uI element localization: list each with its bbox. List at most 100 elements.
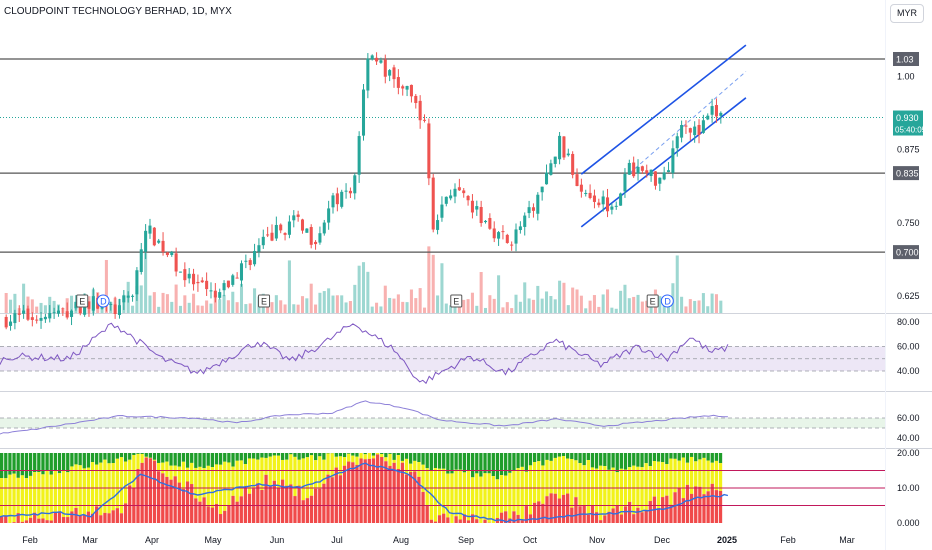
volume-bar (30, 299, 34, 313)
hist-bar-red (136, 469, 140, 523)
volume-bar (706, 306, 710, 313)
volume-bar (331, 295, 335, 313)
volume-bar (218, 299, 222, 313)
hist-bar-yellow (95, 464, 99, 507)
volume-bar (414, 298, 418, 313)
candle-body (161, 240, 165, 252)
candles (4, 52, 723, 331)
hist-bar-green (12, 453, 16, 474)
candle-body (314, 241, 318, 245)
hist-bar-green (169, 453, 173, 466)
candle-body (675, 136, 679, 149)
candle-body (122, 295, 126, 303)
candle-body (35, 319, 39, 321)
hist-bar-yellow (53, 470, 58, 513)
horizontal-levels[interactable]: 1.03 0.835 0.700 0.930 05:40:05 (0, 52, 927, 260)
volume-bar (601, 294, 605, 313)
hist-bar-green (86, 453, 91, 468)
hist-bar-yellow (144, 456, 148, 458)
hist-bar-yellow (437, 468, 442, 516)
volume-bar (4, 293, 8, 313)
hist-bar-yellow (392, 459, 396, 463)
hist-bar-yellow (70, 466, 74, 512)
volume-bar (514, 294, 518, 313)
hist-bar-yellow (491, 476, 495, 523)
hist-bar-red (574, 497, 578, 523)
hist-bar-green (272, 453, 276, 456)
hist-bar-yellow (309, 455, 314, 496)
candle-body (536, 194, 540, 214)
candle-body (375, 57, 379, 62)
hist-bar-yellow (545, 459, 549, 497)
volume-bar (575, 289, 579, 313)
volume-bar (165, 294, 169, 313)
volume-bar (52, 300, 56, 313)
hist-bar-yellow (706, 460, 710, 492)
last-price-tag (893, 110, 923, 136)
hist-bar-green (433, 453, 438, 469)
time-tick-label: Mar (839, 535, 855, 545)
volume-bar (300, 296, 305, 313)
hist-bar-green (371, 453, 376, 456)
hist-bar-green (462, 453, 467, 473)
candle-body (305, 228, 309, 233)
volume-bar (353, 284, 357, 313)
volume-bar (418, 288, 422, 313)
hist-bar-yellow (677, 460, 681, 488)
candle-body (588, 192, 592, 198)
hist-bar-yellow (603, 466, 607, 516)
volume-bar (144, 253, 148, 313)
candle-body (427, 123, 431, 179)
candle-body (505, 234, 509, 243)
trend-channel[interactable] (580, 44, 747, 228)
hist-bar-yellow (669, 458, 673, 505)
hist-bar-green (90, 453, 95, 463)
rsi-panel: 80.00 60.00 40.00 (0, 317, 920, 385)
candle-body (22, 310, 26, 314)
hist-bar-green (644, 453, 648, 464)
currency-badge[interactable]: MYR (890, 4, 924, 23)
time-tick-label: 2025 (717, 535, 737, 545)
hist-bar-yellow (524, 471, 528, 507)
hist-bar-green (301, 453, 305, 459)
histogram-panel: 20.00 10.00 0.000 (0, 448, 920, 528)
hist-bar-green (57, 453, 62, 474)
volume-bar (287, 260, 291, 313)
hist-bar-green (115, 453, 119, 459)
hist-bar-red (566, 493, 570, 523)
hist-bar-green (66, 453, 70, 473)
candle-body (174, 253, 178, 272)
candle-body (340, 191, 344, 207)
volume-bar (200, 305, 204, 313)
hist-bar-yellow (305, 457, 310, 499)
hist-bar-red (223, 510, 227, 523)
volume-bar (161, 292, 165, 313)
hist-bar-yellow (297, 459, 301, 486)
hist-bar-green (491, 453, 495, 477)
time-tick-label: Feb (780, 535, 796, 545)
hist-bar-green (409, 453, 413, 464)
hist-bar-green (305, 453, 310, 458)
hist-bar-yellow (566, 458, 570, 494)
volume-bar (675, 255, 679, 313)
hist-bar-green (45, 453, 49, 471)
hist-bar-red (128, 485, 132, 523)
hist-bar-red (210, 507, 215, 523)
volume-bar (562, 282, 566, 313)
hist-bar-yellow (165, 461, 169, 477)
volume-bar (444, 303, 448, 313)
candle-body (671, 148, 675, 173)
candle-body (348, 190, 352, 194)
hist-bar-red (599, 520, 603, 523)
hist-bar-yellow (37, 472, 41, 519)
candle-body (353, 175, 357, 194)
hist-bar-yellow (619, 468, 624, 515)
volume-bar (488, 295, 492, 313)
hist-bar-yellow (123, 461, 128, 504)
hist-bar-yellow (466, 470, 471, 521)
oscillator-line (0, 400, 728, 435)
hist-bar-green (37, 453, 41, 473)
hist-bar-red (285, 485, 289, 523)
